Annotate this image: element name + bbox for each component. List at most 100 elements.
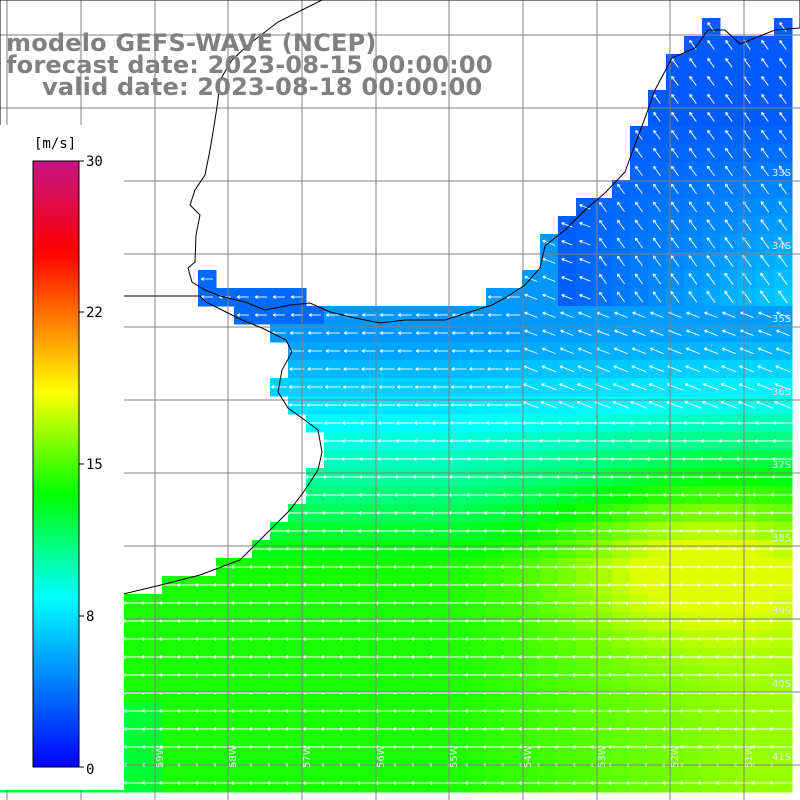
wind-arrow — [579, 204, 591, 210]
wind-arrow — [670, 273, 680, 285]
wind-arrow — [599, 237, 607, 249]
wind-arrow — [616, 255, 625, 267]
wind-arrow — [574, 457, 595, 461]
wind-arrow — [689, 94, 697, 104]
wind-arrow — [272, 313, 285, 317]
wind-arrow — [722, 311, 736, 318]
wind-arrow — [397, 349, 412, 353]
wind-arrow — [360, 403, 378, 407]
wind-arrow — [542, 311, 556, 318]
wind-arrow — [380, 331, 394, 335]
wind-arrow — [340, 511, 362, 515]
wind-arrow — [396, 403, 414, 407]
wind-arrow — [290, 295, 303, 299]
wind-arrow — [505, 331, 520, 335]
wind-arrow — [617, 201, 625, 213]
wind-arrow — [451, 349, 466, 353]
wind-arrow — [434, 331, 448, 335]
wind-arrow — [542, 257, 556, 264]
wind-arrow — [414, 421, 432, 425]
latitude-label: 36S — [772, 387, 791, 398]
wind-arrow — [724, 219, 734, 231]
wind-arrow — [703, 347, 718, 355]
wind-arrow — [670, 237, 680, 249]
wind-arrow — [769, 781, 797, 785]
wind-arrow — [670, 291, 680, 303]
wind-arrow — [599, 291, 607, 303]
valid-date: valid date: 2023-08-18 00:00:00 — [42, 73, 483, 101]
wind-arrow — [539, 457, 559, 461]
wind-arrow — [779, 129, 787, 140]
coastline-path — [0, 0, 800, 623]
wind-arrow — [560, 347, 574, 355]
wind-arrow — [653, 112, 661, 122]
wind-arrow — [484, 493, 506, 497]
wind-arrow — [504, 421, 522, 425]
wind-arrow — [684, 383, 701, 391]
wind-arrow — [616, 291, 626, 303]
wind-arrow — [778, 165, 788, 177]
wind-arrow — [737, 421, 757, 425]
wind-arrow — [397, 367, 413, 371]
wind-arrow — [466, 475, 487, 479]
wind-arrow — [688, 183, 697, 195]
wind-arrow — [671, 76, 679, 86]
wind-arrow — [740, 329, 754, 336]
wind-arrow — [575, 421, 594, 425]
wind-arrow — [468, 421, 486, 425]
wind-arrow — [359, 439, 378, 443]
wind-arrow — [524, 329, 538, 336]
wind-arrow — [324, 403, 342, 407]
wind-arrow — [430, 493, 452, 497]
wind-arrow — [200, 277, 213, 281]
longitude-label: 59W — [155, 745, 166, 768]
wind-arrow — [724, 272, 734, 285]
wind-arrow — [718, 439, 739, 443]
wind-arrow — [524, 311, 538, 318]
wind-arrow — [769, 547, 797, 551]
wind-arrow — [769, 745, 797, 749]
wind-arrow — [653, 147, 661, 158]
wind-arrow — [779, 22, 787, 32]
wind-arrow — [469, 349, 485, 353]
longitude-label: 58W — [228, 745, 239, 768]
wind-arrow — [652, 273, 662, 285]
wind-arrow — [484, 475, 505, 479]
wind-arrow — [700, 457, 722, 461]
wind-arrow — [682, 439, 703, 443]
wind-arrow — [706, 273, 716, 285]
wind-arrow — [541, 383, 557, 391]
wind-arrow — [760, 165, 769, 177]
wind-arrow — [541, 365, 557, 373]
wind-arrow — [769, 709, 797, 713]
wind-arrow — [412, 511, 434, 515]
wind-arrow — [379, 367, 395, 371]
wind-arrow — [379, 385, 395, 389]
wind-arrow — [539, 421, 558, 425]
wind-arrow — [343, 367, 359, 371]
wind-arrow — [761, 40, 769, 50]
wind-arrow — [613, 347, 628, 355]
wind-arrow — [736, 439, 758, 443]
latitude-label: 38S — [772, 533, 791, 544]
wind-arrow — [724, 201, 734, 213]
wind-arrow — [323, 475, 343, 479]
wind-arrow — [635, 183, 643, 195]
wind-arrow — [670, 219, 680, 231]
wind-arrow — [632, 329, 646, 336]
wind-arrow — [616, 273, 625, 285]
wind-arrow — [774, 400, 792, 409]
wind-arrow — [682, 457, 704, 461]
wind-arrow — [416, 313, 430, 317]
wind-arrow — [488, 331, 502, 335]
wind-arrow — [502, 475, 524, 479]
wind-arrow — [760, 236, 770, 249]
wind-arrow — [634, 291, 644, 303]
wind-arrow — [431, 475, 451, 479]
wind-arrow — [760, 201, 770, 213]
wind-arrow — [359, 475, 379, 479]
wind-arrow — [688, 219, 698, 231]
wind-arrow — [634, 219, 643, 231]
wind-arrow — [361, 367, 377, 371]
wind-arrow — [647, 421, 667, 425]
